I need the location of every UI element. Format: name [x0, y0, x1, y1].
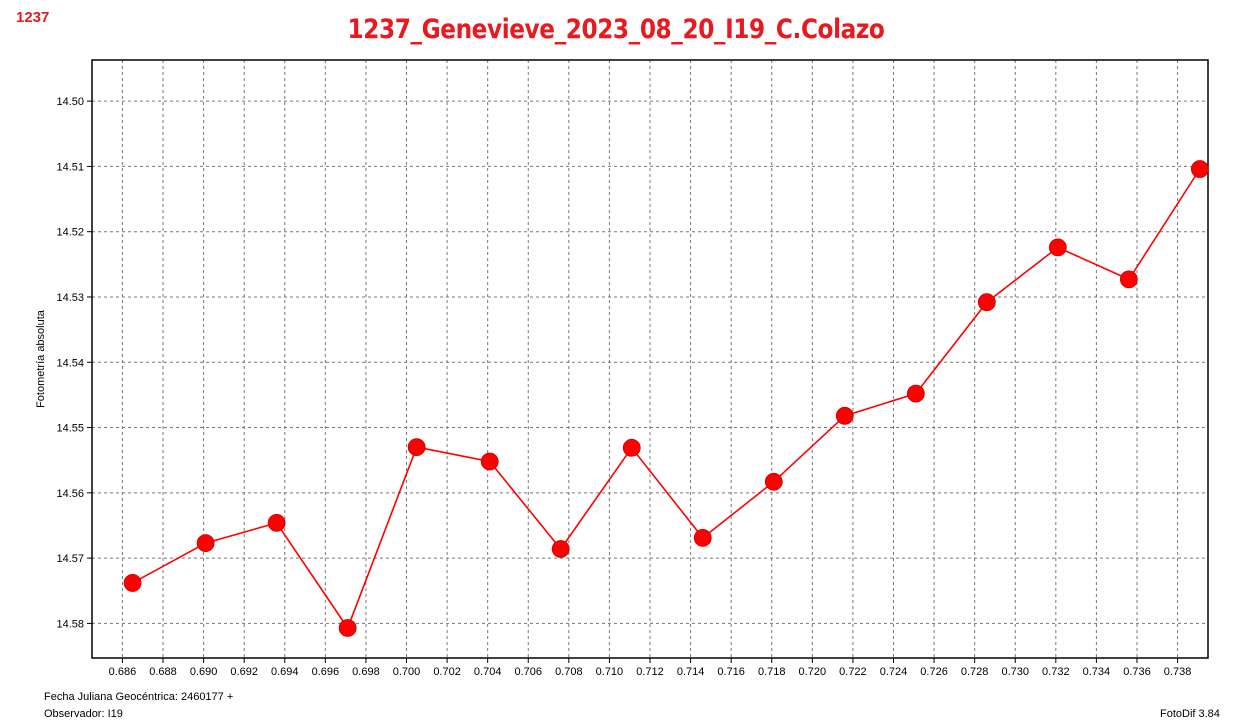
- x-tick-label: 0.704: [474, 666, 502, 678]
- data-point: [906, 384, 925, 403]
- data-point: [1119, 270, 1138, 289]
- data-point: [693, 528, 712, 547]
- x-axis: 0.686 0.688 0.690 0.692 0.694 0.696 0.698 0.700…: [109, 658, 1192, 678]
- y-tick-label: 14.58: [56, 618, 84, 630]
- data-point: [551, 540, 570, 558]
- x-tick-label: 0.732: [1042, 666, 1070, 678]
- x-tick-label: 0.700: [393, 666, 421, 678]
- y-tick-label: 14.55: [56, 423, 84, 435]
- x-tick-label: 0.712: [636, 666, 664, 678]
- chart-title: 1237_Genevieve_2023_08_20_I19_C.Colazo: [347, 14, 885, 45]
- x-tick-label: 0.694: [271, 666, 299, 678]
- data-point: [1190, 160, 1209, 178]
- y-tick-label: 14.53: [56, 292, 84, 304]
- data-point: [764, 472, 783, 491]
- data-point: [977, 293, 996, 312]
- data-points: [123, 160, 1209, 637]
- software-version-label: FotoDif 3.84: [1160, 708, 1220, 720]
- x-tick-label: 0.714: [677, 666, 705, 678]
- y-tick-label: 14.57: [56, 553, 84, 565]
- data-point: [123, 574, 142, 592]
- x-tick-label: 0.696: [312, 666, 340, 678]
- data-point: [1048, 238, 1067, 257]
- x-tick-label: 0.718: [758, 666, 786, 678]
- x-tick-label: 0.730: [1001, 666, 1029, 678]
- y-tick-label: 14.54: [56, 357, 84, 369]
- data-point: [196, 534, 215, 553]
- y-tick-label: 14.51: [56, 161, 84, 173]
- data-point: [407, 438, 426, 457]
- data-point: [835, 406, 854, 425]
- asteroid-number-label: 1237: [16, 9, 50, 26]
- series-lines: [132, 168, 1201, 630]
- y-axis: 14.50 14.51 14.52 14.53 14.54 14.55 14.56 14.57…: [56, 96, 92, 630]
- grid-lines: [92, 60, 1208, 658]
- y-tick-label: 14.52: [56, 227, 84, 239]
- x-tick-label: 0.706: [514, 666, 542, 678]
- y-axis-label: Fotometría absoluta: [35, 309, 47, 408]
- x-tick-label: 0.686: [109, 666, 137, 678]
- x-tick-label: 0.708: [555, 666, 583, 678]
- observer-label: Observador: I19: [44, 708, 123, 720]
- x-tick-label: 0.736: [1123, 666, 1151, 678]
- julian-date-label: Fecha Juliana Geocéntrica: 2460177 +: [44, 691, 234, 703]
- x-tick-label: 0.690: [190, 666, 218, 678]
- x-tick-label: 0.710: [596, 666, 624, 678]
- x-tick-label: 0.724: [880, 666, 908, 678]
- series-line: [132, 168, 1201, 630]
- x-tick-label: 0.702: [433, 666, 461, 678]
- x-tick-label: 0.728: [961, 666, 989, 678]
- x-tick-label: 0.734: [1083, 666, 1111, 678]
- data-point: [480, 452, 499, 471]
- data-point: [622, 438, 641, 457]
- data-point: [338, 619, 357, 637]
- y-tick-label: 14.56: [56, 488, 84, 500]
- x-tick-label: 0.720: [799, 666, 827, 678]
- x-tick-label: 0.738: [1164, 666, 1192, 678]
- x-tick-label: 0.726: [920, 666, 948, 678]
- x-tick-label: 0.688: [149, 666, 177, 678]
- data-point: [267, 513, 286, 532]
- x-tick-label: 0.698: [352, 666, 380, 678]
- x-tick-label: 0.722: [839, 666, 867, 678]
- x-tick-label: 0.716: [717, 666, 745, 678]
- x-tick-label: 0.692: [230, 666, 258, 678]
- plot-area: [92, 60, 1208, 658]
- y-tick-label: 14.50: [56, 96, 84, 108]
